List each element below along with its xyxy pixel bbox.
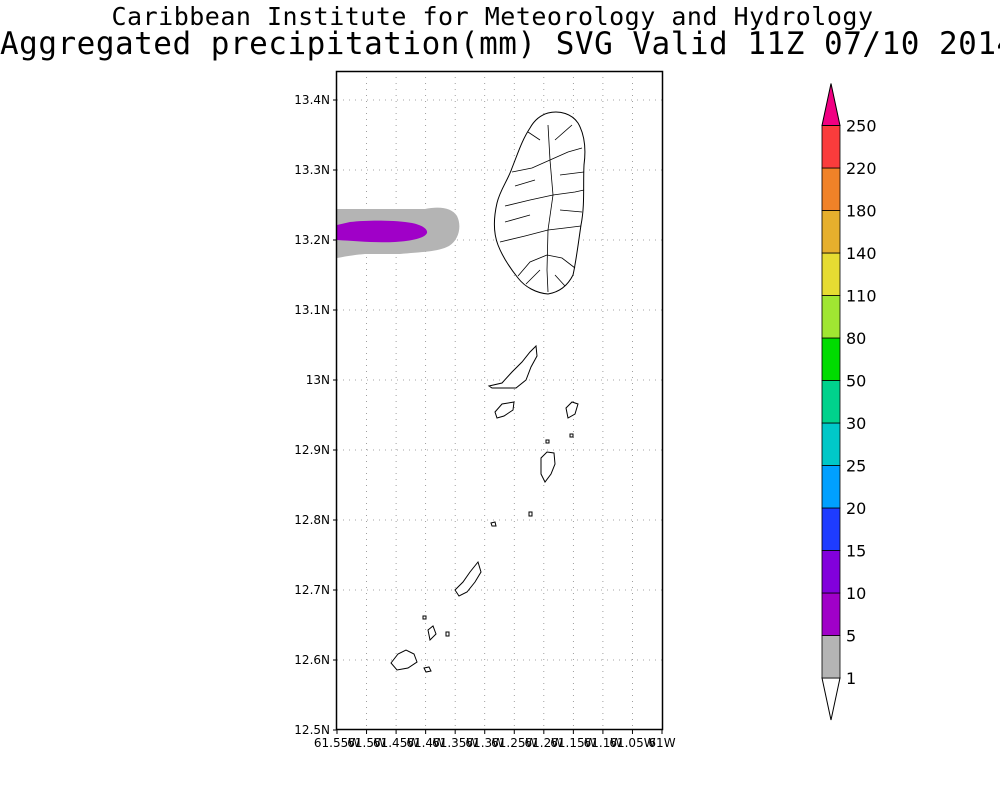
island-balliceaux <box>494 401 515 419</box>
island-petit-st-vincent <box>423 666 432 673</box>
islet-4 <box>445 631 450 637</box>
precip-area-5-10mm <box>337 220 428 243</box>
island-union <box>390 649 418 671</box>
colorbar-label: 20 <box>846 499 866 518</box>
lon-tick-label: 61.15W <box>550 736 596 750</box>
lat-tick-label: 13N <box>306 373 330 387</box>
colorbar-label: 110 <box>846 287 877 306</box>
lat-tick-label: 12.8N <box>294 513 330 527</box>
lat-tick-label: 13.4N <box>294 93 330 107</box>
colorbar-label: 10 <box>846 584 866 603</box>
colorbar-label: 30 <box>846 414 866 433</box>
colorbar-segment <box>821 125 841 169</box>
colorbar-label: 140 <box>846 244 877 263</box>
colorbar-label: 80 <box>846 329 866 348</box>
colorbar-segment <box>821 252 841 296</box>
colorbar-top-arrow <box>821 83 841 126</box>
islands-grenadines <box>390 344 579 673</box>
lon-tick-label: 61.3W <box>465 736 504 750</box>
lon-tick-label: 61.5W <box>347 736 386 750</box>
colorbar-label: 25 <box>846 457 866 476</box>
lat-tick-label: 13.2N <box>294 233 330 247</box>
colorbar-label: 5 <box>846 627 856 646</box>
lat-tick-label: 12.5N <box>294 723 330 737</box>
longitude-axis: 61.55W61.5W61.45W61.4W61.35W61.3W61.25W6… <box>314 730 676 750</box>
lat-tick-label: 12.9N <box>294 443 330 457</box>
island-mustique <box>540 451 556 483</box>
islet-3 <box>528 511 533 517</box>
lon-tick-label: 61.2W <box>525 736 564 750</box>
islet-1 <box>545 439 550 444</box>
island-mayreau <box>427 625 437 642</box>
islet-6 <box>569 433 574 438</box>
colorbar-segment <box>821 592 841 636</box>
colorbar-segment <box>821 422 841 466</box>
colorbar-label: 180 <box>846 202 877 221</box>
colorbar-segment <box>821 507 841 551</box>
lon-tick-label: 61W <box>648 736 675 750</box>
precipitation-shading <box>337 207 460 258</box>
lat-tick-label: 12.6N <box>294 653 330 667</box>
lon-tick-label: 61.45W <box>373 736 419 750</box>
colorbar-label: 250 <box>846 117 877 136</box>
island-moustique-islets <box>565 401 579 419</box>
lon-tick-label: 61.35W <box>432 736 478 750</box>
island-canouan <box>454 560 482 597</box>
islet-2 <box>490 521 497 527</box>
lon-tick-label: 61.4W <box>406 736 445 750</box>
island-bequia <box>487 344 538 389</box>
title-institute: Caribbean Institute for Meteorology and … <box>111 2 874 31</box>
lon-tick-label: 61.05W <box>609 736 655 750</box>
title-product: Aggregated precipitation(mm) SVG Valid 1… <box>0 26 1000 62</box>
islet-5 <box>422 615 427 620</box>
grid-lines <box>337 71 662 730</box>
colorbar-label: 50 <box>846 372 866 391</box>
colorbar-segment <box>821 210 841 254</box>
colorbar-label: 1 <box>846 669 856 688</box>
colorbar-label: 15 <box>846 542 866 561</box>
lon-tick-label: 61.25W <box>491 736 537 750</box>
colorbar-segment <box>821 465 841 509</box>
colorbar-segment <box>821 167 841 211</box>
lat-tick-label: 12.7N <box>294 583 330 597</box>
lon-tick-label: 61.1W <box>584 736 623 750</box>
colorbar-segment <box>821 295 841 339</box>
island-st-vincent <box>494 111 586 295</box>
latitude-axis: 13.4N 13.3N 13.2N 13.1N 13N 12.9N 12.8N 12.7N 12… <box>294 93 337 737</box>
colorbar-segment <box>821 380 841 424</box>
map-frame <box>335 70 664 731</box>
lon-tick-label: 61.55W <box>314 736 360 750</box>
lat-tick-label: 13.3N <box>294 163 330 177</box>
colorbar-segment <box>821 635 841 679</box>
colorbar-bottom-arrow <box>821 677 841 721</box>
colorbar-segment <box>821 550 841 594</box>
colorbar-segment <box>821 337 841 381</box>
lat-tick-label: 13.1N <box>294 303 330 317</box>
colorbar-label: 220 <box>846 159 877 178</box>
